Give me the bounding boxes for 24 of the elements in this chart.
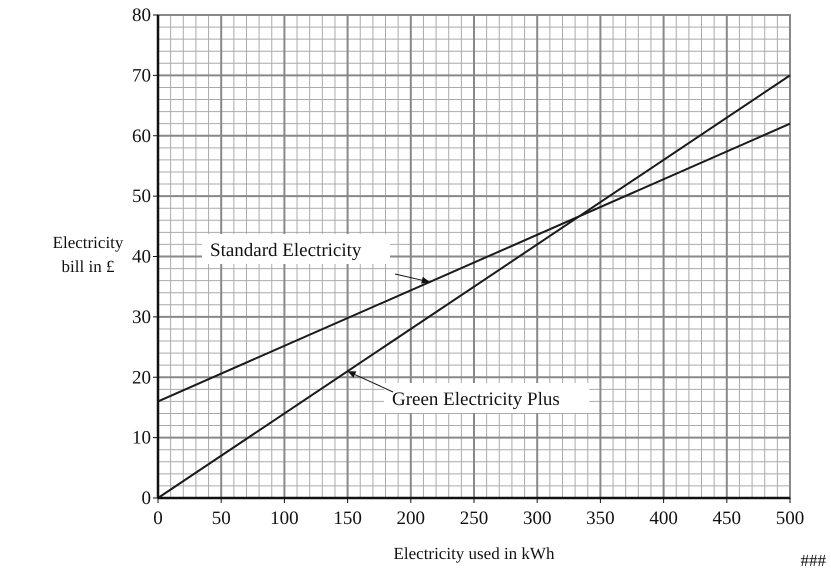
y-axis-title: Electricity bill in £: [52, 233, 124, 276]
y-tick-label: 30: [132, 306, 151, 328]
x-axis-title: Electricity used in kWh: [394, 544, 555, 563]
x-tick-label: 200: [396, 508, 426, 529]
text: ###: [800, 551, 826, 570]
x-tick-label: 500: [776, 508, 804, 529]
y-tick-label: 80: [132, 5, 151, 26]
x-tick-label: 400: [649, 508, 678, 529]
x-tick-label: 250: [460, 508, 488, 529]
x-tick-label: 100: [270, 508, 299, 529]
x-tick-label: 300: [522, 508, 552, 529]
x-tick-label: 350: [586, 508, 615, 529]
y-tick-label: 40: [132, 246, 151, 268]
y-tick-label: 60: [132, 126, 151, 147]
y-tick-label: 50: [132, 186, 151, 208]
x-tick-label: 50: [212, 508, 231, 529]
x-tick-label: 150: [333, 508, 362, 529]
y-tick-label: 20: [132, 367, 151, 388]
text: Standard Electricity: [210, 240, 362, 261]
x-tick-label: 450: [712, 508, 742, 529]
legend-label: Green Electricity Plus: [392, 389, 560, 410]
y-tick-label: 0: [142, 488, 151, 509]
y-tick-label: 10: [132, 428, 151, 449]
y-tick-label: 70: [132, 65, 151, 86]
